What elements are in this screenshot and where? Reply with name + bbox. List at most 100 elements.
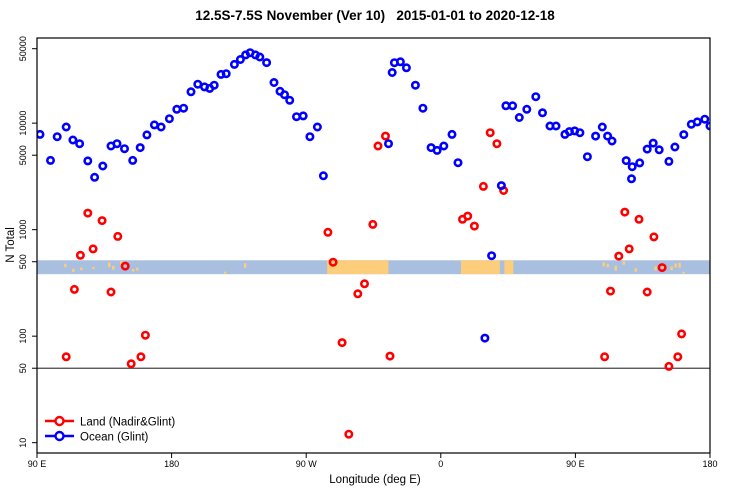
- island-speckle: [622, 261, 625, 265]
- land-point: [469, 221, 479, 231]
- ocean-point: [591, 131, 601, 141]
- ocean-point: [45, 155, 55, 165]
- land-point: [83, 208, 93, 218]
- island-speckle: [108, 262, 111, 268]
- land-point: [337, 338, 347, 348]
- island-speckle: [112, 265, 115, 270]
- ocean-point: [135, 143, 145, 153]
- map-strip-land-segment: [327, 260, 389, 275]
- island-speckle: [602, 262, 605, 267]
- island-speckle: [614, 265, 617, 271]
- land-point: [620, 207, 630, 217]
- land-point: [88, 244, 98, 254]
- ocean-point: [700, 114, 710, 124]
- ocean-point: [487, 251, 497, 261]
- land-point: [385, 351, 395, 361]
- ocean-point: [597, 122, 607, 132]
- ocean-point: [447, 129, 457, 139]
- land-point: [642, 287, 652, 297]
- island-speckle: [132, 269, 135, 272]
- island-speckle: [72, 268, 75, 273]
- ocean-point: [439, 141, 449, 151]
- y-tick-label: 10000: [18, 111, 28, 136]
- island-speckle: [606, 263, 609, 268]
- legend-land-marker-icon: [54, 415, 65, 427]
- ocean-point: [186, 87, 196, 97]
- map-strip-land-segment: [504, 260, 514, 275]
- ocean-point: [279, 90, 289, 100]
- ocean-point: [531, 92, 541, 102]
- land-point: [657, 263, 667, 273]
- ocean-point: [255, 52, 265, 62]
- island-speckle: [64, 263, 67, 268]
- land-point: [106, 287, 116, 297]
- ocean-point: [156, 122, 166, 132]
- ocean-point: [262, 58, 272, 68]
- island-speckle: [223, 271, 227, 274]
- land-point: [120, 261, 130, 271]
- land-point: [323, 227, 333, 237]
- ocean-point: [582, 152, 592, 162]
- land-point: [328, 257, 338, 267]
- ocean-point: [112, 139, 122, 149]
- ocean-point: [61, 122, 71, 132]
- ocean-point: [179, 103, 189, 113]
- ocean-point: [142, 130, 152, 140]
- land-point: [673, 352, 683, 362]
- y-tick-label: 500: [18, 254, 28, 269]
- ocean-point: [551, 121, 561, 131]
- land-point: [368, 219, 378, 229]
- y-tick-label: 100: [18, 329, 28, 344]
- island-speckle: [674, 263, 677, 268]
- ocean-point: [209, 80, 219, 90]
- land-point: [113, 231, 123, 241]
- land-point: [61, 352, 71, 362]
- ocean-point: [642, 144, 652, 154]
- plot-inner-area: [37, 48, 710, 439]
- land-point: [136, 352, 146, 362]
- ocean-point: [318, 171, 328, 181]
- x-axis-title: Longitude (deg E): [329, 474, 421, 486]
- land-point: [478, 181, 488, 191]
- ocean-point: [679, 130, 689, 140]
- ocean-point: [305, 132, 315, 142]
- legend-ocean-marker-icon: [54, 430, 65, 442]
- y-tick-label: 1000: [18, 220, 28, 240]
- land-point: [75, 250, 85, 260]
- x-tick-label: 180: [164, 459, 179, 469]
- ocean-point: [508, 101, 518, 111]
- ocean-point: [496, 181, 506, 191]
- ocean-point: [575, 128, 585, 138]
- land-point: [353, 289, 363, 299]
- land-point: [463, 211, 473, 221]
- legend: Land (Nadir&Glint) Ocean (Glint): [45, 415, 175, 444]
- land-point: [380, 131, 390, 141]
- ocean-point: [387, 68, 397, 78]
- island-speckle: [136, 267, 139, 271]
- ocean-point: [410, 80, 420, 90]
- ocean-point: [522, 104, 532, 114]
- ocean-point: [120, 144, 130, 154]
- island-speckle: [243, 263, 247, 268]
- y-tick-label: 5000: [18, 145, 28, 165]
- map-strip-land-segment: [460, 260, 500, 275]
- land-point: [492, 139, 502, 149]
- ocean-point: [626, 174, 636, 184]
- ocean-point: [480, 333, 490, 343]
- ocean-point: [514, 113, 524, 123]
- land-point: [359, 279, 369, 289]
- island-speckle: [670, 266, 673, 271]
- land-point: [373, 141, 383, 151]
- ocean-point: [98, 161, 108, 171]
- land-point: [614, 251, 624, 261]
- land-point: [140, 330, 150, 340]
- ocean-point: [221, 69, 231, 79]
- ocean-point: [635, 158, 645, 168]
- legend-land-label: Land (Nadir&Glint): [80, 417, 175, 429]
- chart-title: 12.5S-7.5S November (Ver 10) 2015-01-01 …: [195, 8, 555, 23]
- land-point: [649, 232, 659, 242]
- island-speckle: [634, 268, 637, 272]
- ocean-point: [670, 142, 680, 152]
